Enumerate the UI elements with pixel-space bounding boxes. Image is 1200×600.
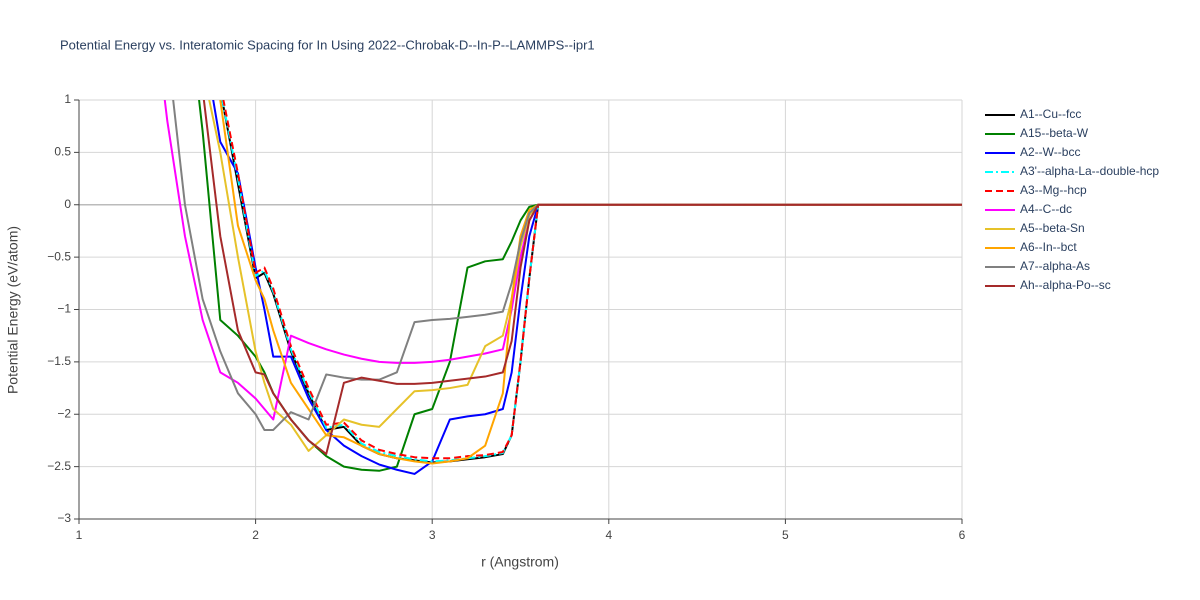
series-line <box>212 100 962 475</box>
y-tick-label: −3 <box>57 511 71 525</box>
series-line <box>172 100 962 431</box>
series-line <box>221 100 962 463</box>
x-tick-label: 2 <box>252 528 259 542</box>
series-line <box>202 100 962 456</box>
y-tick-label: −2 <box>57 406 71 420</box>
legend: A1--Cu--fcc A15--beta-W A2--W--bcc A3'--alp… <box>985 107 1159 292</box>
y-tick-label: −1 <box>57 302 71 316</box>
y-axis-title: Potential Energy (eV/atom) <box>5 226 21 394</box>
legend-label: A4--C--dc <box>1020 202 1072 216</box>
chart-title: Potential Energy vs. Interatomic Spacing… <box>60 37 595 52</box>
legend-label: A15--beta-W <box>1020 126 1089 140</box>
plot-area <box>163 100 962 475</box>
legend-label: A7--alpha-As <box>1020 259 1090 273</box>
y-tick-label: 0 <box>64 197 71 211</box>
legend-label: A1--Cu--fcc <box>1020 107 1081 121</box>
legend-label: A6--In--bct <box>1020 240 1077 254</box>
series-line <box>221 100 962 464</box>
x-tick-label: 1 <box>76 528 83 542</box>
legend-label: A5--beta-Sn <box>1020 221 1085 235</box>
legend-label: A3--Mg--hcp <box>1020 183 1087 197</box>
legend-label: A2--W--bcc <box>1020 145 1080 159</box>
y-tick-label: −1.5 <box>47 354 71 368</box>
series-line <box>219 100 962 465</box>
series-line <box>208 100 962 452</box>
series-line <box>163 100 962 421</box>
grid: 1 2 3 4 5 6 −3 −2.5 −2 −1.5 −1 −0.5 0 0.5 1 <box>47 92 965 542</box>
x-tick-label: 5 <box>782 528 789 542</box>
y-tick-label: −2.5 <box>47 459 71 473</box>
x-axis-title: r (Angstrom) <box>481 554 559 570</box>
x-tick-label: 6 <box>959 528 966 542</box>
x-tick-label: 4 <box>605 528 612 542</box>
legend-label: Ah--alpha-Po--sc <box>1020 278 1111 292</box>
y-tick-label: −0.5 <box>47 249 71 263</box>
y-tick-label: 1 <box>64 92 71 106</box>
y-tick-label: 0.5 <box>54 145 71 159</box>
series-line <box>222 100 962 460</box>
legend-label: A3'--alpha-La--double-hcp <box>1020 164 1159 178</box>
x-tick-label: 3 <box>429 528 436 542</box>
series-line <box>198 100 962 472</box>
